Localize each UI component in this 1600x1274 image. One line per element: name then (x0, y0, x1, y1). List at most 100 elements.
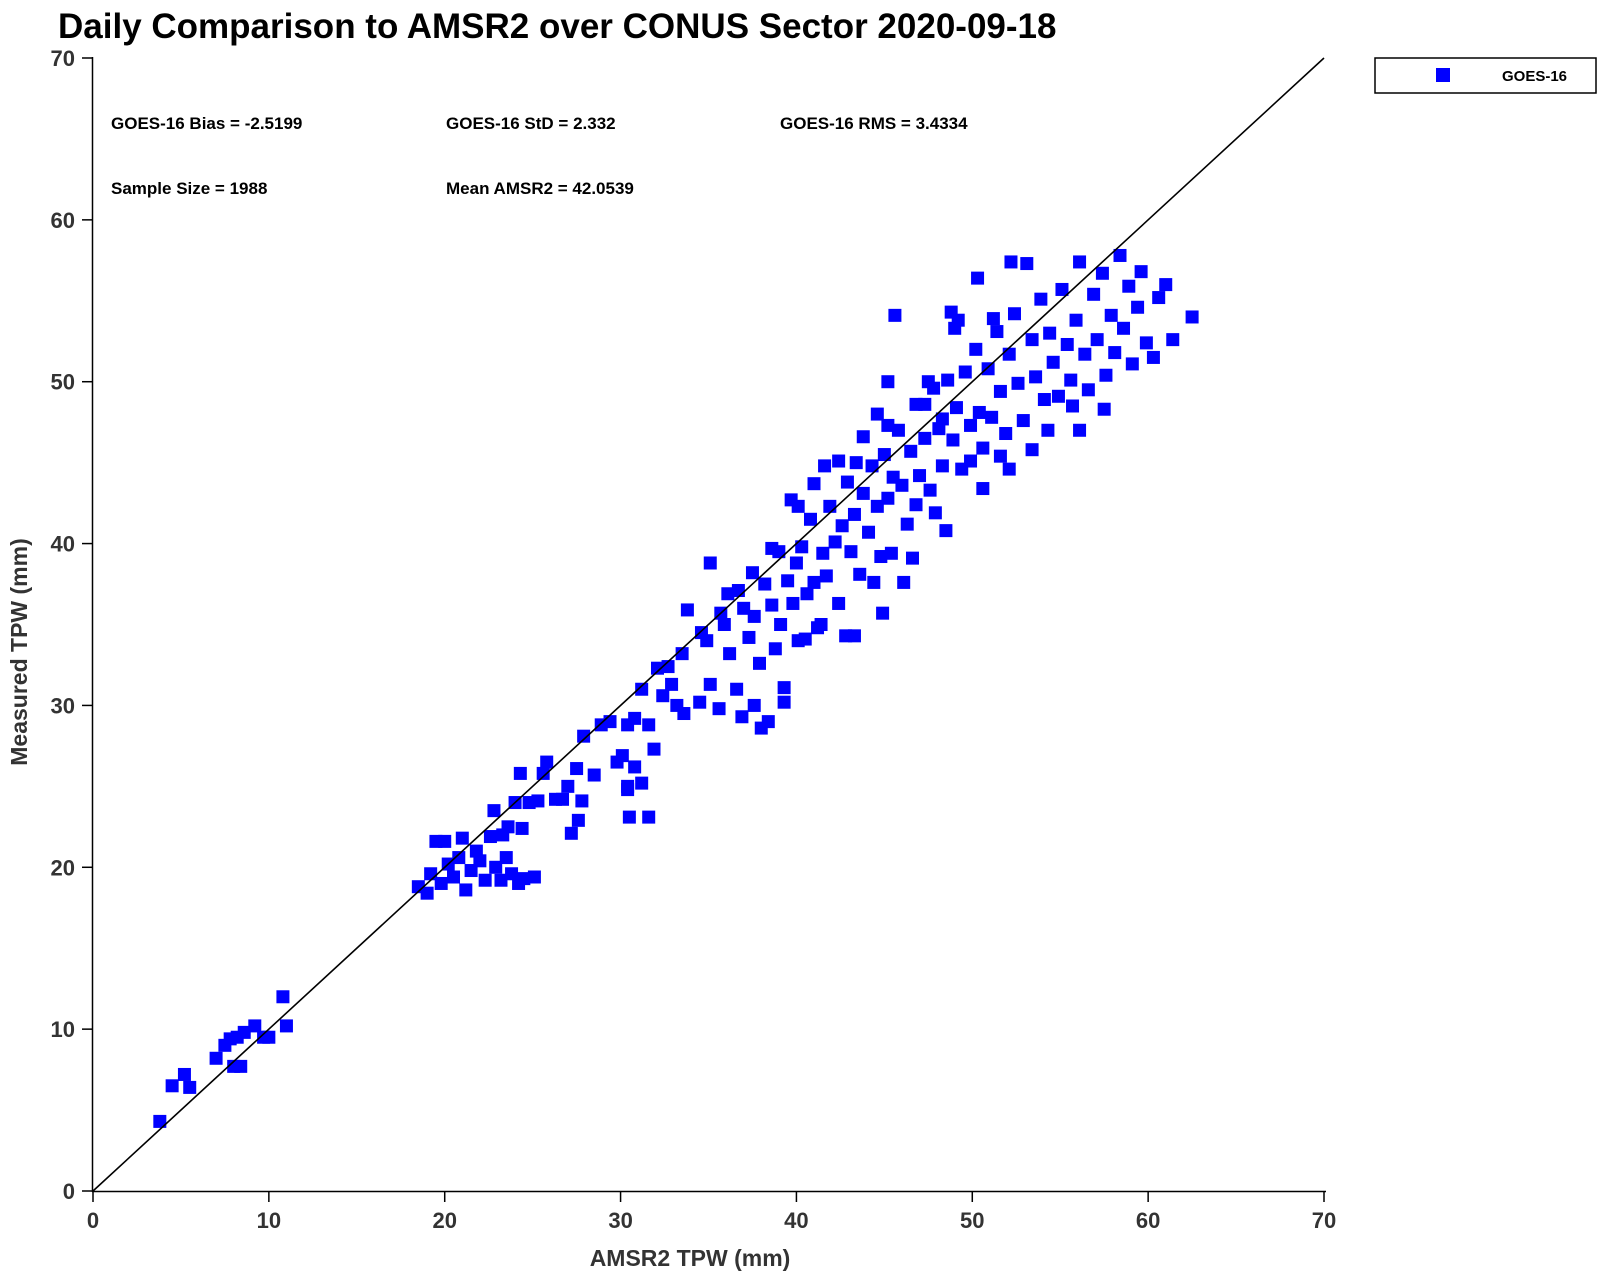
data-point (571, 813, 585, 827)
data-point (1146, 350, 1160, 364)
data-point (839, 629, 853, 643)
data-point (1073, 423, 1087, 437)
y-tick-label: 20 (51, 855, 75, 880)
data-point (777, 681, 791, 695)
data-point (800, 587, 814, 601)
data-point (1051, 389, 1065, 403)
data-point (1055, 282, 1069, 296)
data-point (1060, 337, 1074, 351)
x-tick-label: 10 (257, 1208, 281, 1233)
data-point (165, 1079, 179, 1093)
data-point (798, 632, 812, 646)
data-point (891, 423, 905, 437)
bias-annotation: GOES-16 Bias = -2.5199 (111, 114, 302, 133)
data-point (1064, 373, 1078, 387)
data-point (487, 804, 501, 818)
x-tick-label: 40 (784, 1208, 808, 1233)
data-point (828, 535, 842, 549)
data-point (870, 499, 884, 513)
y-axis-ticks: 0 10 20 30 40 50 60 70 (51, 46, 93, 1204)
data-point (556, 792, 570, 806)
data-point (622, 810, 636, 824)
data-point (1159, 278, 1173, 292)
data-point (1066, 399, 1080, 413)
data-point (981, 362, 995, 376)
data-point (993, 449, 1007, 463)
data-point (703, 677, 717, 691)
stats-annotations: GOES-16 Bias = -2.5199 GOES-16 StD = 2.3… (111, 114, 968, 198)
data-point (895, 478, 909, 492)
data-point (870, 407, 884, 421)
data-point (587, 768, 601, 782)
data-point (536, 766, 550, 780)
data-point (853, 567, 867, 581)
y-axis-label: Measured TPW (mm) (6, 538, 32, 765)
data-point (237, 1025, 251, 1039)
data-point (459, 883, 473, 897)
data-point (489, 860, 503, 874)
data-point (840, 475, 854, 489)
data-point (1004, 255, 1018, 269)
x-tick-label: 0 (87, 1208, 99, 1233)
data-point (515, 821, 529, 835)
data-point (577, 729, 591, 743)
data-point (862, 525, 876, 539)
data-point (881, 491, 895, 505)
data-point (971, 271, 985, 285)
data-point (1069, 313, 1083, 327)
data-point (1104, 308, 1118, 322)
data-point (635, 776, 649, 790)
data-point (964, 454, 978, 468)
data-point (958, 365, 972, 379)
data-point (1185, 310, 1199, 324)
data-point (964, 418, 978, 432)
data-point (647, 742, 661, 756)
x-axis-label: AMSR2 TPW (mm) (590, 1245, 791, 1271)
data-point (575, 794, 589, 808)
data-point (693, 695, 707, 709)
data-point (795, 540, 809, 554)
data-point (1131, 300, 1145, 314)
chart-title: Daily Comparison to AMSR2 over CONUS Sec… (58, 7, 1056, 46)
x-tick-label: 20 (432, 1208, 456, 1233)
data-point (1041, 423, 1055, 437)
x-axis-ticks: 0 10 20 30 40 50 60 70 (87, 1191, 1336, 1233)
data-point (737, 601, 751, 615)
data-point (494, 873, 508, 887)
data-point (628, 711, 642, 725)
data-point (1078, 347, 1092, 361)
data-point (874, 550, 888, 564)
data-point (745, 566, 759, 580)
y-tick-label: 60 (51, 208, 75, 233)
data-point (513, 766, 527, 780)
data-point (447, 870, 461, 884)
y-tick-label: 40 (51, 532, 75, 557)
goes16-series (153, 248, 1199, 1128)
data-point (935, 412, 949, 426)
data-point (570, 762, 584, 776)
data-point (935, 459, 949, 473)
data-point (944, 305, 958, 319)
data-point (1025, 443, 1039, 457)
data-point (832, 454, 846, 468)
data-point (531, 794, 545, 808)
x-tick-label: 60 (1136, 1208, 1160, 1233)
data-point (999, 427, 1013, 441)
data-point (1108, 346, 1122, 360)
data-point (904, 444, 918, 458)
data-point (1122, 279, 1136, 293)
data-point (1034, 292, 1048, 306)
data-point (976, 441, 990, 455)
data-point (262, 1030, 276, 1044)
data-point (153, 1114, 167, 1128)
data-point (656, 689, 670, 703)
one-to-one-line (92, 57, 1325, 1192)
data-point (455, 831, 469, 845)
data-point (814, 618, 828, 631)
legend-marker-goes16 (1436, 68, 1450, 82)
y-tick-label: 70 (51, 46, 75, 71)
data-point (1090, 333, 1104, 347)
data-point (603, 715, 617, 729)
data-point (768, 642, 782, 656)
